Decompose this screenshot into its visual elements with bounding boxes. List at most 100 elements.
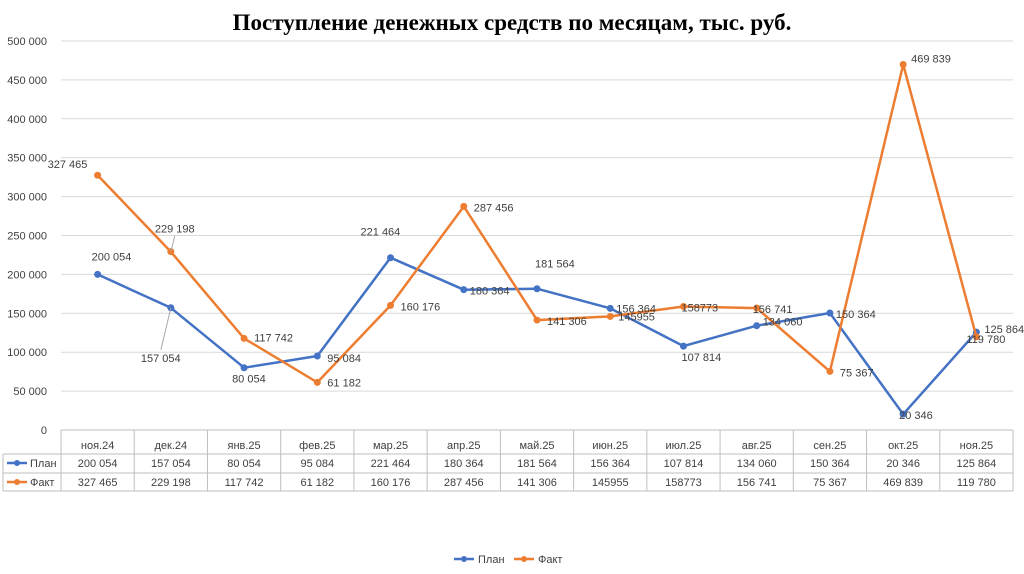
- data-point: [533, 316, 541, 324]
- y-tick-label: 250 000: [7, 231, 47, 243]
- series-lines: [94, 60, 980, 418]
- data-point: [313, 352, 321, 360]
- data-label: 61 182: [327, 377, 361, 389]
- category-label: сен.25: [813, 440, 846, 452]
- data-point: [240, 334, 248, 342]
- data-label: 157 054: [141, 353, 181, 365]
- legend-key-marker: [521, 556, 527, 562]
- data-label: 145955: [618, 311, 655, 323]
- data-point: [533, 285, 541, 293]
- category-label: май.25: [519, 440, 554, 452]
- data-label-leader: [160, 307, 172, 350]
- data-label: 469 839: [911, 53, 951, 65]
- data-label: 158773: [681, 302, 718, 314]
- data-point: [606, 312, 614, 320]
- data-point: [606, 304, 614, 312]
- data-label: 287 456: [474, 202, 514, 214]
- data-label: 134 060: [763, 317, 803, 329]
- table-value: 125 864: [957, 458, 997, 470]
- table-value: 20 346: [886, 458, 920, 470]
- category-label: авг.25: [742, 440, 772, 452]
- table-value: 150 364: [810, 458, 850, 470]
- data-labels: 200 054 157 054 80 054 95 084 221 464 180 364…: [48, 53, 1024, 422]
- table-value: 107 814: [664, 458, 704, 470]
- table-value: 180 364: [444, 458, 484, 470]
- data-label-leader: [170, 235, 176, 252]
- data-point: [826, 309, 834, 317]
- category-label: окт.25: [888, 440, 918, 452]
- legend-label: Факт: [538, 554, 562, 566]
- y-tick-label: 0: [41, 425, 47, 437]
- table-value: 61 182: [300, 477, 334, 489]
- data-point: [899, 410, 907, 418]
- table-value: 158773: [665, 477, 702, 489]
- data-label: 160 176: [401, 301, 441, 313]
- category-label: июн.25: [592, 440, 628, 452]
- data-point: [972, 333, 980, 341]
- legend-label: План: [478, 554, 505, 566]
- chart-title: Поступление денежных средств по месяцам,…: [233, 10, 792, 35]
- table-value: 221 464: [371, 458, 411, 470]
- category-label: июл.25: [666, 440, 702, 452]
- data-point: [313, 378, 321, 386]
- table-value: 160 176: [371, 477, 411, 489]
- table-value: 200 054: [78, 458, 118, 470]
- table-value: 229 198: [151, 477, 191, 489]
- data-point: [753, 304, 761, 312]
- category-label: ноя.25: [960, 440, 993, 452]
- table-value: 80 054: [227, 458, 261, 470]
- data-label: 107 814: [681, 352, 721, 364]
- data-point: [460, 286, 468, 294]
- table-value: 469 839: [883, 477, 923, 489]
- data-label: 75 367: [840, 367, 874, 379]
- data-point: [826, 367, 834, 375]
- table-value: 141 306: [517, 477, 557, 489]
- table-legend-key-marker: [14, 479, 20, 485]
- table-value: 156 741: [737, 477, 777, 489]
- table-value: 287 456: [444, 477, 484, 489]
- data-point: [679, 342, 687, 350]
- table-value: 157 054: [151, 458, 191, 470]
- data-label: 125 864: [984, 324, 1024, 336]
- data-label: 156 364: [616, 303, 656, 315]
- table-value: 156 364: [590, 458, 630, 470]
- data-point: [387, 301, 395, 309]
- legend-key-marker: [461, 556, 467, 562]
- table-value: 181 564: [517, 458, 557, 470]
- table-value: 75 367: [813, 477, 847, 489]
- gridlines: [61, 40, 1013, 392]
- y-tick-label: 350 000: [7, 153, 47, 165]
- data-label: 229 198: [155, 224, 195, 236]
- table-value: 145955: [592, 477, 629, 489]
- data-label: 119 780: [966, 334, 1005, 346]
- legend: План Факт: [454, 554, 562, 566]
- data-label: 141 306: [547, 316, 587, 328]
- table-value: 327 465: [78, 477, 118, 489]
- data-label: 327 465: [48, 159, 88, 171]
- data-table: ноя.24 дек.24 янв.25 фев.25 мар.25 апр.25 май.…: [2, 429, 1014, 492]
- y-tick-label: 500 000: [7, 36, 47, 48]
- data-point: [387, 254, 395, 262]
- category-label: апр.25: [447, 440, 480, 452]
- category-label: дек.24: [155, 440, 188, 452]
- y-tick-label: 50 000: [13, 386, 47, 398]
- data-label: 150 364: [836, 309, 876, 321]
- data-point: [753, 322, 761, 330]
- y-tick-label: 300 000: [7, 192, 47, 204]
- table-value: 134 060: [737, 458, 777, 470]
- y-tick-label: 450 000: [7, 75, 47, 87]
- data-point: [679, 302, 687, 310]
- y-tick-label: 200 000: [7, 269, 47, 281]
- data-label: 200 054: [92, 251, 132, 263]
- data-point: [899, 60, 907, 68]
- category-label: мар.25: [373, 440, 408, 452]
- table-series-name: Факт: [30, 477, 54, 489]
- data-label: 117 742: [254, 332, 293, 344]
- category-label: ноя.24: [81, 440, 114, 452]
- data-label: 20 346: [899, 410, 933, 422]
- category-label: янв.25: [227, 440, 260, 452]
- table-value: 119 780: [957, 477, 996, 489]
- table-value: 95 084: [300, 458, 334, 470]
- data-point: [94, 171, 102, 179]
